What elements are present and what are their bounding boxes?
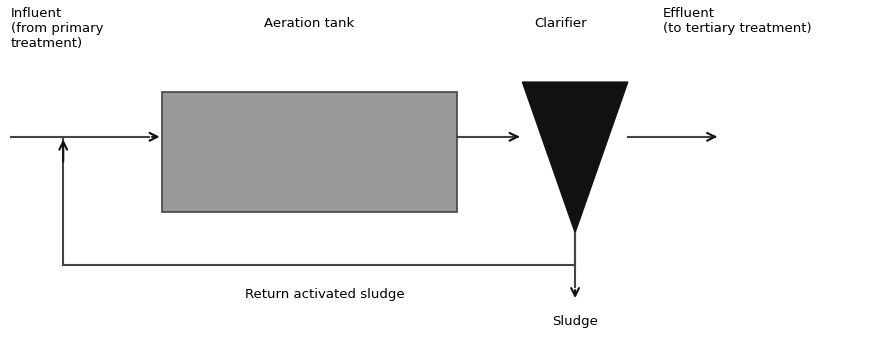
Text: Return activated sludge: Return activated sludge bbox=[245, 288, 404, 301]
Text: Clarifier: Clarifier bbox=[533, 17, 586, 30]
Text: Sludge: Sludge bbox=[552, 315, 597, 328]
Text: Effluent
(to tertiary treatment): Effluent (to tertiary treatment) bbox=[662, 7, 810, 35]
Text: Influent
(from primary
treatment): Influent (from primary treatment) bbox=[11, 7, 103, 50]
Bar bbox=[162, 92, 456, 212]
Text: Aeration tank: Aeration tank bbox=[264, 17, 353, 30]
Polygon shape bbox=[522, 82, 627, 233]
